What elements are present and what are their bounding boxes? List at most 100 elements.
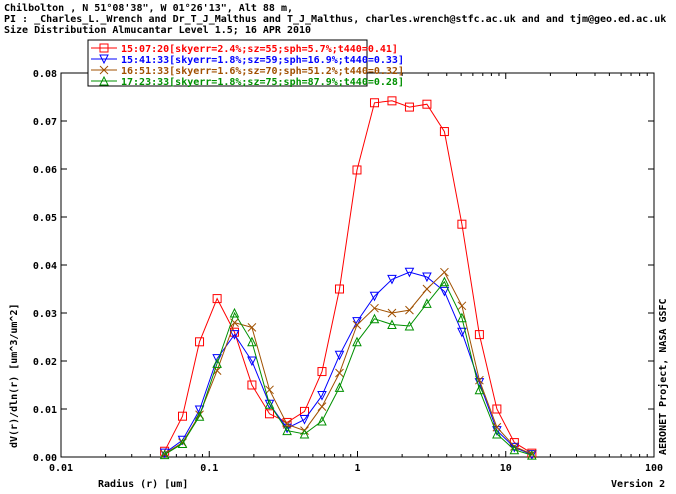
header-title: Size Distribution Almucantar Level 1.5; … [4,24,311,36]
header-pi: PI : _Charles_L._Wrench and Dr_T_J_Malth… [4,13,666,25]
x-tick-label: 10 [500,463,512,474]
data-point [212,358,222,368]
legend-label: 16:51:33[skyerr=1.6%;sz=70;sph=51.2%;t44… [121,66,404,77]
data-point [404,267,415,278]
data-point [492,404,502,414]
data-point [422,298,432,308]
x-tick-label: 0.01 [49,463,73,474]
data-point [247,356,257,367]
y-tick-label: 0.07 [33,117,57,128]
data-point [99,75,109,86]
data-point [457,327,467,338]
data-point [404,320,415,331]
side-label: AERONET Project, NASA GSFC [657,298,669,455]
y-tick-label: 0.08 [33,69,57,80]
data-point [492,428,502,439]
data-point [99,43,109,53]
data-point [212,294,222,304]
data-point [299,428,310,439]
data-point [527,449,537,460]
data-point [352,336,362,347]
y-tick-label: 0.03 [33,309,57,320]
data-point [247,323,257,332]
data-point [159,449,170,460]
data-point [457,219,467,229]
header-location: Chilbolton , N 51°08'38", W 01°26'13", A… [4,2,293,14]
data-point [440,267,449,277]
data-point [299,415,310,425]
data-point [317,415,327,426]
data-point [352,320,362,330]
data-point [474,384,485,395]
data-point [352,317,362,327]
axes: 0.000.010.020.030.040.050.060.070.080.01… [33,69,663,474]
data-point [474,330,484,340]
data-point [265,385,274,395]
data-point [369,98,379,108]
legend-label: 15:41:33[skyerr=1.8%;sz=59;sph=16.9%;t44… [121,55,404,66]
series-4 [159,276,537,460]
data-point [335,368,344,378]
data-point [422,99,432,109]
data-point [457,312,467,323]
data-point [422,272,432,283]
x-tick-label: 0.1 [200,463,218,474]
data-point [334,284,344,294]
data-point [99,54,109,65]
data-point [439,127,449,137]
data-point [247,336,257,347]
y-tick-label: 0.04 [33,261,57,272]
data-point [509,444,520,455]
plot-frame [60,72,655,458]
data-point [177,411,187,421]
series-line [164,100,533,454]
x-tick-label: 1 [354,463,360,474]
series-1 [160,96,537,458]
data-point [282,425,292,436]
y-tick-label: 0.01 [33,405,57,416]
data-point [405,305,414,315]
y-tick-label: 0.02 [33,357,57,368]
data-point [352,165,362,175]
legend-label: 15:07:20[skyerr=2.4%;sz=55;sph=5.7%;t440… [121,44,398,55]
series-group [159,96,537,460]
data-point [264,399,275,409]
y-axis-label: dV(r)/dln(r) [um^3/um^2] [9,304,20,449]
y-tick-label: 0.06 [33,165,57,176]
data-point [334,350,345,361]
data-point [492,422,502,432]
version-label: Version 2 [611,478,665,490]
series-line [164,280,533,456]
data-point [404,102,414,112]
data-point [387,96,397,106]
data-point [439,286,450,297]
data-point [229,307,240,318]
x-tick-label: 100 [645,463,663,474]
legend-box [87,39,368,87]
data-point [387,308,397,318]
data-point [265,409,275,419]
data-point [317,367,327,377]
data-point [195,337,205,347]
data-point [370,303,379,313]
data-point [317,391,327,401]
data-point [457,301,467,311]
data-point [422,284,432,294]
legend: 15:07:20[skyerr=2.4%;sz=55;sph=5.7%;t440… [87,39,404,88]
data-point [317,402,327,411]
y-tick-label: 0.05 [33,213,57,224]
data-point [387,319,397,330]
y-tick-label: 0.00 [33,453,57,464]
series-line [164,271,533,455]
data-point [177,438,188,449]
data-point [334,382,345,392]
data-point [247,380,257,390]
data-point [99,65,109,75]
data-point [369,313,380,324]
legend-label: 17:23:33[skyerr=1.8%;sz=75;sph=87.9%;t44… [121,77,404,88]
data-point [229,330,240,340]
x-axis-label: Radius (r) [um] [98,478,188,490]
data-point [387,274,397,285]
data-point [369,291,380,302]
